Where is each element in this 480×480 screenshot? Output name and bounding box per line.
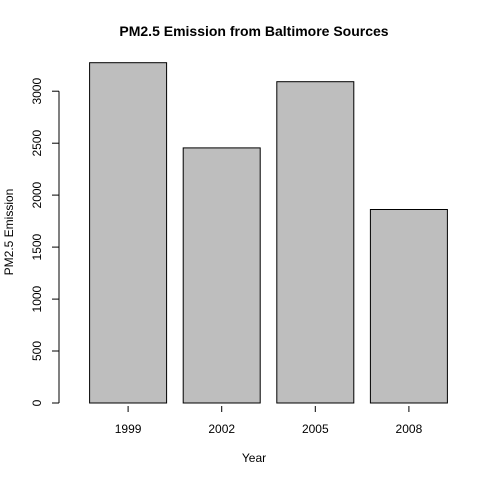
bar-2002 (182, 147, 261, 404)
chart-title: PM2.5 Emission from Baltimore Sources (119, 23, 388, 39)
y-tick-label: 1000 (30, 285, 44, 312)
bar-2008 (369, 209, 448, 404)
y-tick-label: 2500 (30, 130, 44, 157)
y-tick-label: 2000 (30, 181, 44, 208)
y-axis: 0 500 1000 1500 2000 2500 3000 (30, 78, 60, 406)
y-tick-label: 0 (30, 399, 44, 406)
y-tick-label: 500 (30, 341, 44, 361)
x-tick-label: 2008 (396, 422, 423, 436)
x-axis-label: Year (242, 451, 266, 465)
x-tick-label: 1999 (115, 422, 142, 436)
y-axis-label: PM2.5 Emission (2, 189, 16, 276)
x-tick-label: 2002 (208, 422, 235, 436)
bar-1999 (89, 62, 168, 404)
x-axis: 1999 2002 2005 2008 (115, 406, 423, 436)
y-tick-label: 1500 (30, 233, 44, 260)
bars-layer (89, 62, 448, 404)
bar-2005 (276, 81, 355, 404)
y-tick-label: 3000 (30, 78, 44, 105)
x-tick-label: 2005 (302, 422, 329, 436)
